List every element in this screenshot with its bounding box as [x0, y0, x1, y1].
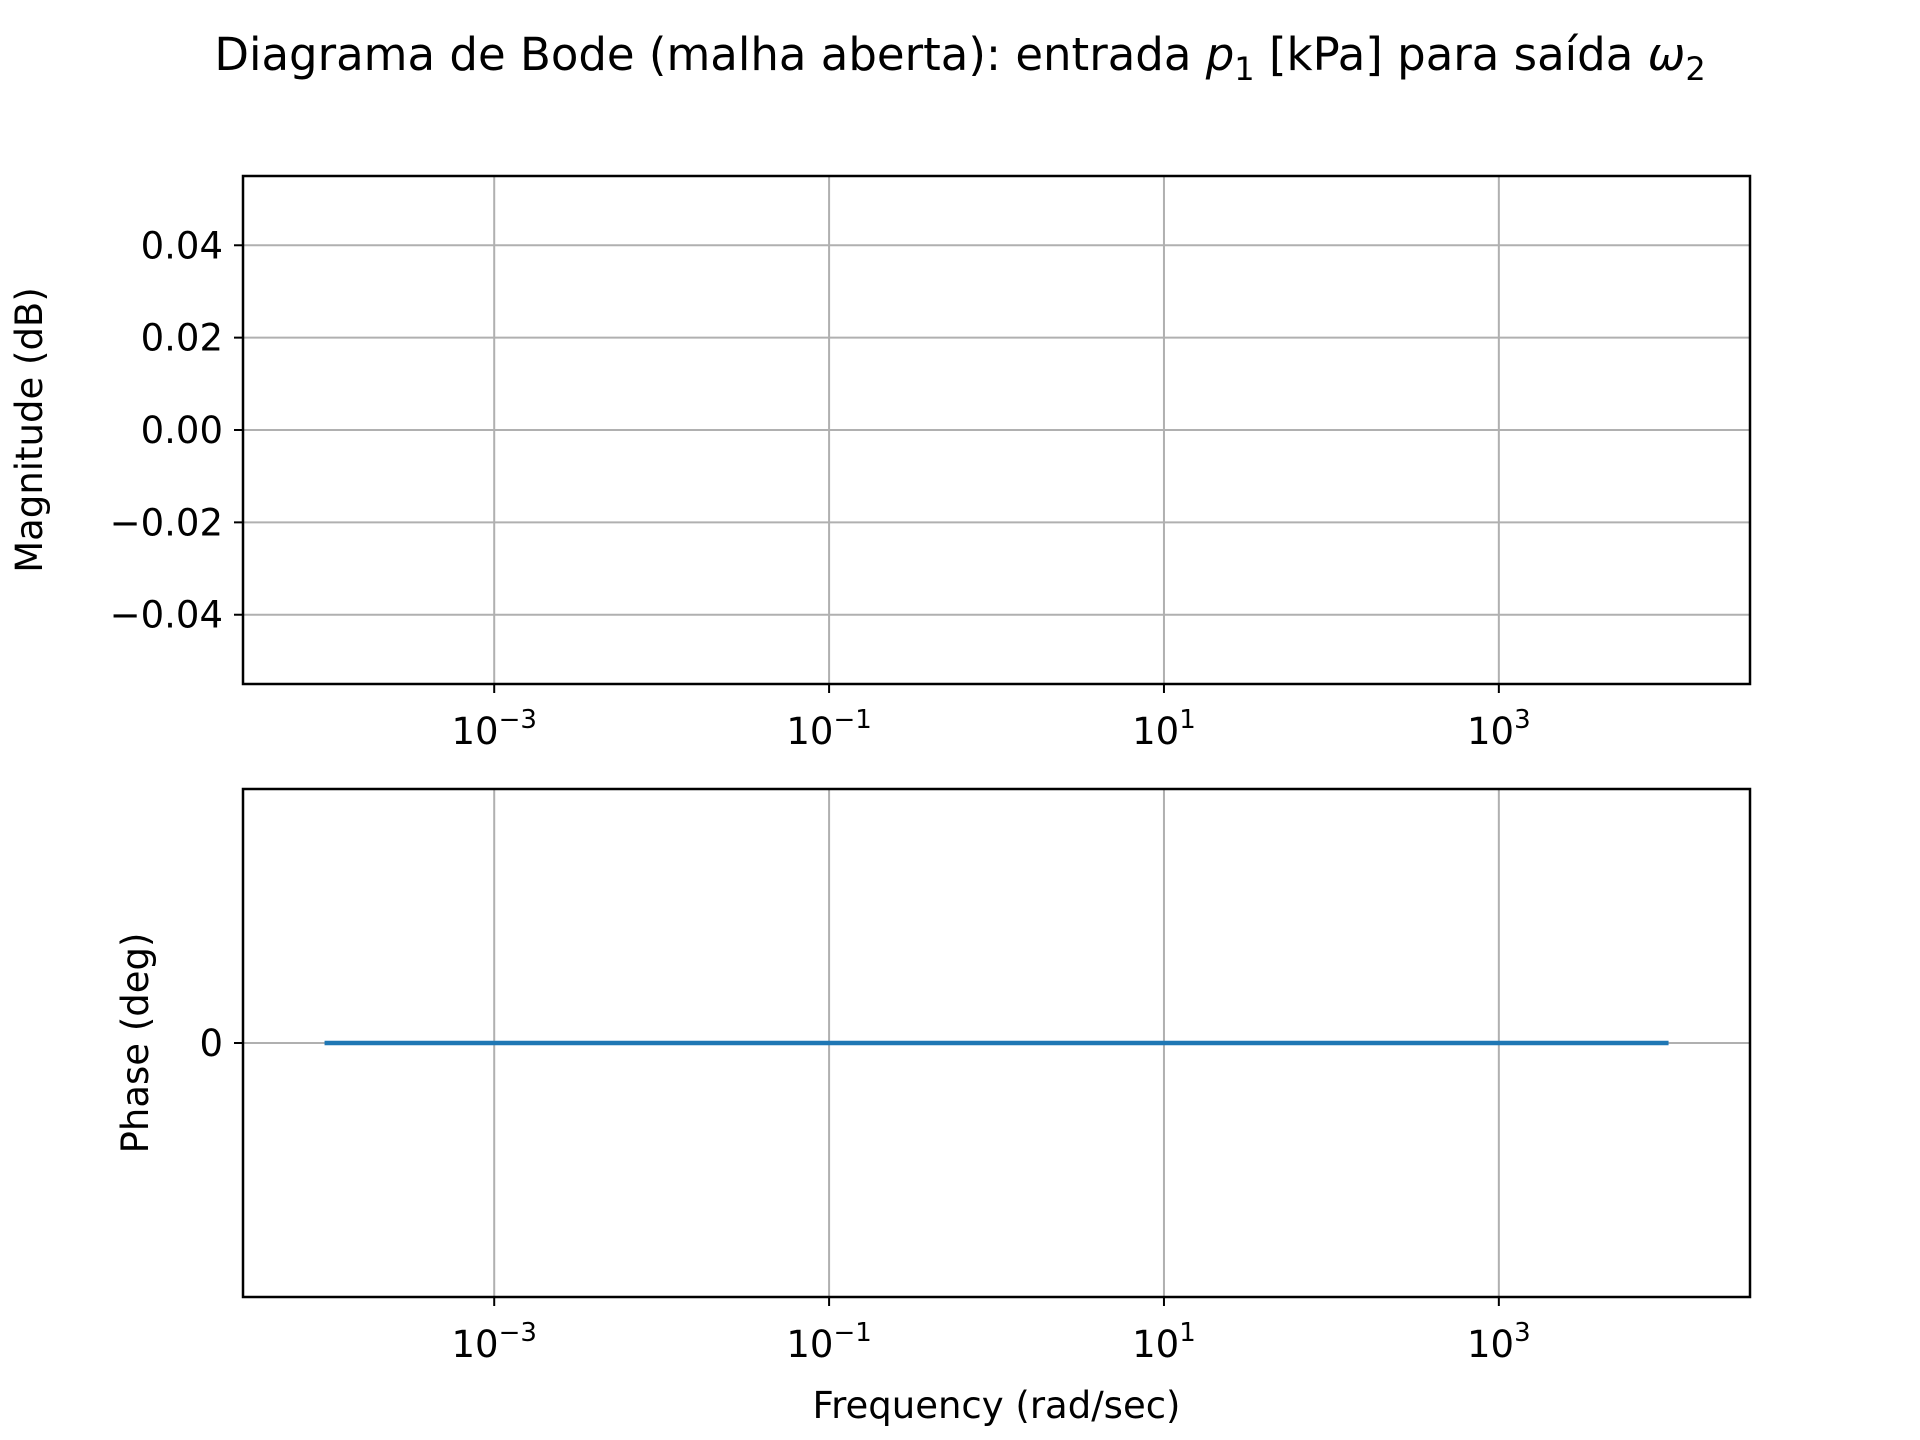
x-tick-label: 103 [1467, 705, 1531, 753]
x-tick-label: 10−1 [786, 705, 871, 753]
magnitude-y-ticks: 0.04 0.02 0.00 −0.02 −0.04 [110, 224, 243, 637]
y-tick-label: 0 [199, 1022, 223, 1065]
x-tick-label: 10−3 [451, 705, 536, 753]
magnitude-x-ticks: 10−3 10−1 101 103 [451, 684, 1531, 753]
x-tick-label: 10−3 [451, 1318, 536, 1366]
x-tick-label: 103 [1467, 1318, 1531, 1366]
y-tick-label: −0.04 [110, 594, 223, 637]
x-tick-label: 101 [1132, 1318, 1196, 1366]
y-tick-label: 0.02 [141, 317, 223, 360]
phase-x-axis-label: Frequency (rad/sec) [813, 1384, 1181, 1427]
magnitude-panel: 0.04 0.02 0.00 −0.02 −0.04 10−3 10−1 101 103 Ma… [8, 174, 1752, 753]
phase-y-axis-label: Phase (deg) [114, 933, 157, 1154]
x-tick-label: 101 [1132, 705, 1196, 753]
y-tick-label: 0.00 [141, 409, 223, 452]
phase-y-ticks: 0 [199, 1022, 243, 1065]
x-tick-label: 10−1 [786, 1318, 871, 1366]
magnitude-y-axis-label: Magnitude (dB) [8, 287, 51, 573]
phase-panel: 0 10−3 10−1 101 103 Phase (deg) Frequency (… [114, 787, 1752, 1427]
y-tick-label: −0.02 [110, 501, 223, 544]
chart-title: Diagrama de Bode (malha aberta): entrada… [214, 28, 1705, 88]
magnitude-grid [243, 176, 1750, 684]
y-tick-label: 0.04 [141, 224, 223, 267]
phase-x-ticks: 10−3 10−1 101 103 [451, 1297, 1531, 1366]
